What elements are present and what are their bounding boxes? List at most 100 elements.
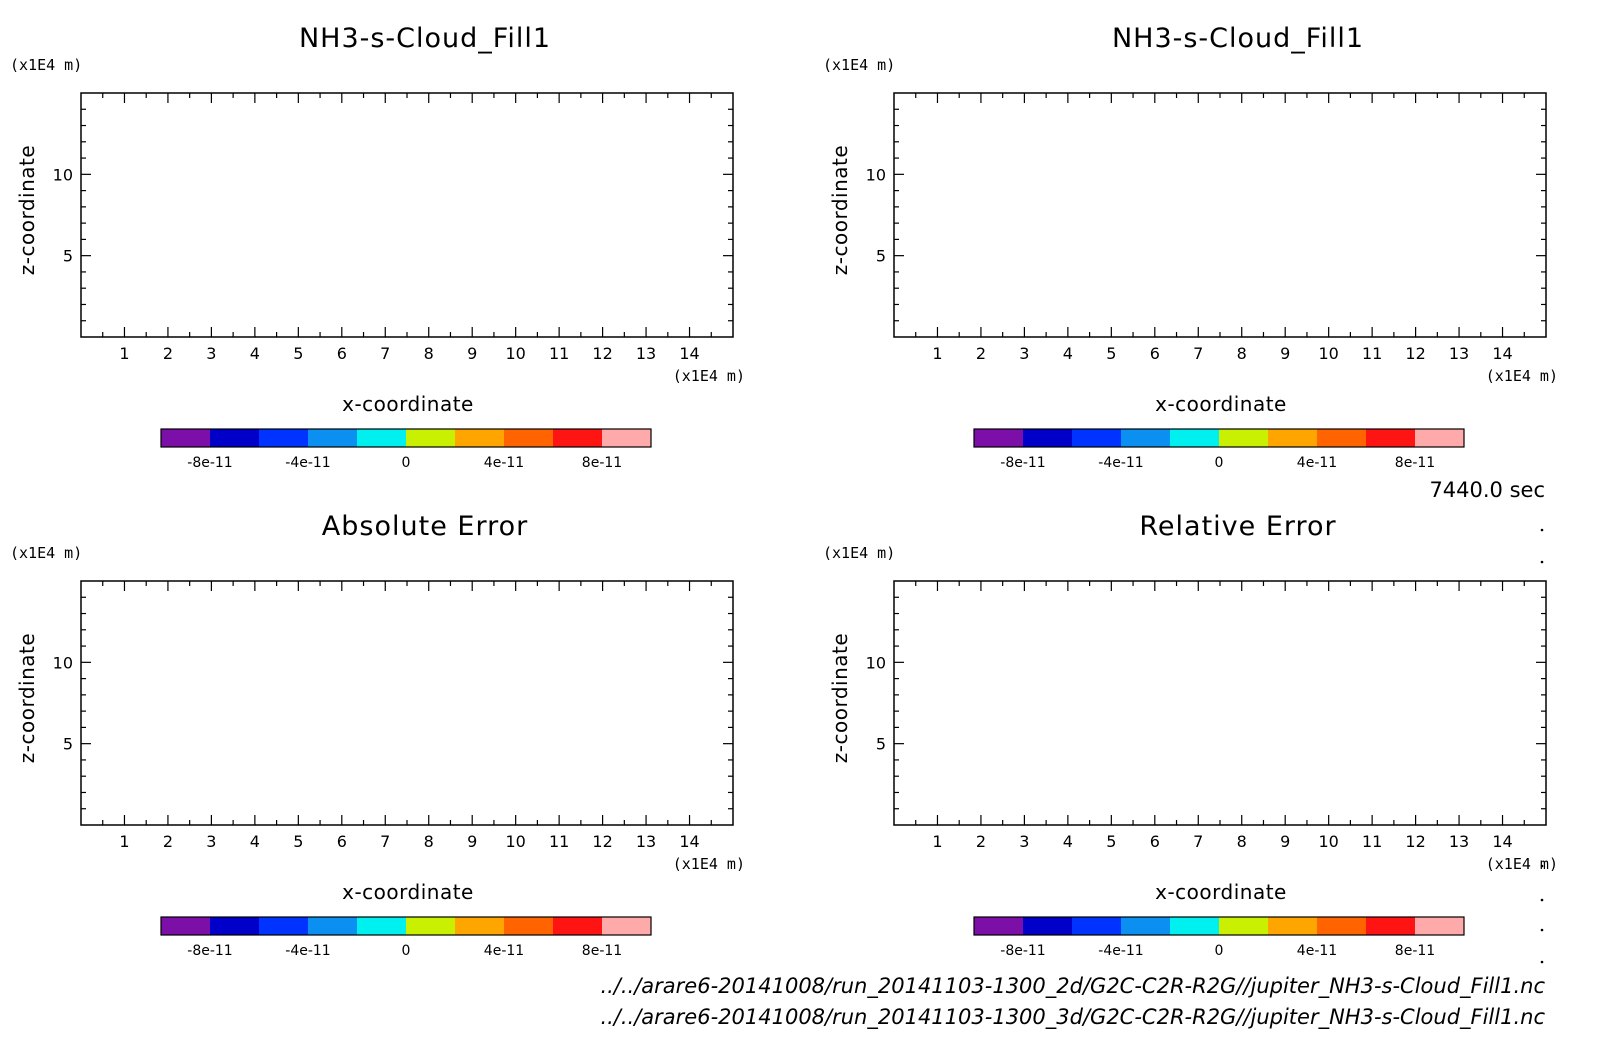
x-tick-label: 2 — [976, 344, 986, 363]
x-unit-label: (x1E4 m) — [673, 855, 745, 873]
colorbar-label: 0 — [402, 455, 411, 471]
x-tick-label: 5 — [1106, 832, 1116, 851]
x-tick-label: 3 — [1019, 344, 1029, 363]
x-tick-label: 2 — [163, 344, 173, 363]
colorbar-swatch — [1072, 917, 1121, 935]
x-tick-label: 7 — [380, 344, 390, 363]
y-axis-label: z-coordinate — [828, 145, 852, 275]
y-tick-label: 5 — [876, 735, 886, 754]
colorbar-swatch — [357, 917, 406, 935]
y-tick-label: 10 — [53, 653, 73, 672]
panel-bottom-left: Absolute Error(x1E4 m)1 2 3 4 5 6 7 8 9 10 11 12 13 1… — [10, 511, 745, 959]
x-tick-label: 5 — [1106, 344, 1116, 363]
y-unit-label: (x1E4 m) — [823, 56, 895, 74]
colorbar-swatch — [259, 429, 308, 447]
y-tick-label: 5 — [63, 247, 73, 266]
x-tick-label: 8 — [1237, 344, 1247, 363]
colorbar-swatch — [1268, 429, 1317, 447]
colorbar-label: -8e-11 — [1000, 943, 1045, 959]
panel-title: Absolute Error — [322, 511, 528, 542]
x-tick-label: 14 — [1492, 832, 1512, 851]
x-tick-label: 3 — [1019, 832, 1029, 851]
colorbar-swatch — [357, 429, 406, 447]
colorbar-swatch — [455, 917, 504, 935]
x-tick-label: 5 — [293, 832, 303, 851]
x-tick-label: 10 — [1318, 832, 1338, 851]
colorbar-label: -8e-11 — [187, 455, 232, 471]
colorbar-swatch — [1317, 917, 1366, 935]
colorbar-frame — [973, 428, 1465, 448]
colorbar-label: -4e-11 — [285, 943, 330, 959]
colorbar-swatch — [1415, 429, 1464, 447]
x-tick-label: 11 — [549, 344, 569, 363]
x-tick-label: 13 — [636, 832, 656, 851]
colorbar-swatch — [210, 917, 259, 935]
panel-top-right: NH3-s-Cloud_Fill1(x1E4 m)1 2 3 4 5 6 7 8 9 10 11 12… — [823, 23, 1558, 471]
panel-title: NH3-s-Cloud_Fill1 — [299, 23, 551, 54]
colorbar-swatch — [1023, 429, 1072, 447]
colorbar-frame — [973, 916, 1465, 936]
colorbar-label: 0 — [1215, 455, 1224, 471]
colorbar-swatch — [1170, 429, 1219, 447]
x-tick-label: 8 — [424, 832, 434, 851]
x-tick-label: 8 — [1237, 832, 1247, 851]
x-tick-label: 6 — [337, 832, 347, 851]
colorbar-swatch — [406, 917, 455, 935]
y-axis-label: z-coordinate — [15, 145, 39, 275]
x-tick-label: 9 — [1280, 832, 1290, 851]
colorbar-swatch — [259, 917, 308, 935]
x-tick-label: 6 — [337, 344, 347, 363]
colorbar-swatch — [1121, 917, 1170, 935]
x-tick-label: 4 — [250, 832, 260, 851]
colorbar-frame — [160, 916, 652, 936]
x-tick-label: 8 — [424, 344, 434, 363]
time-label: 7440.0 sec — [1429, 478, 1545, 502]
colorbar-swatch — [602, 917, 651, 935]
colorbar-swatch — [406, 429, 455, 447]
panel-title: NH3-s-Cloud_Fill1 — [1112, 23, 1364, 54]
y-tick-label: 10 — [866, 653, 886, 672]
y-axis-label: z-coordinate — [828, 633, 852, 763]
plot-frame — [893, 580, 1547, 826]
x-axis-label: x-coordinate — [1155, 880, 1287, 904]
x-tick-label: 7 — [1193, 832, 1203, 851]
x-tick-label: 1 — [119, 344, 129, 363]
x-unit-label: (x1E4 m) — [673, 367, 745, 385]
colorbar-label: -8e-11 — [1000, 455, 1045, 471]
colorbar-swatch — [1415, 917, 1464, 935]
colorbar-swatch — [1366, 917, 1415, 935]
plot-frame — [893, 92, 1547, 338]
x-tick-label: 12 — [1405, 344, 1425, 363]
x-tick-label: 14 — [1492, 344, 1512, 363]
colorbar-swatch — [1268, 917, 1317, 935]
x-tick-label: 11 — [1362, 832, 1382, 851]
colorbar-swatch — [1219, 917, 1268, 935]
colorbar-label: 4e-11 — [484, 943, 524, 959]
x-tick-label: 7 — [380, 832, 390, 851]
colorbar-swatch — [1072, 429, 1121, 447]
x-axis-label: x-coordinate — [342, 392, 474, 416]
colorbar-swatch — [161, 429, 210, 447]
colorbar-swatch — [308, 917, 357, 935]
x-tick-label: 13 — [1449, 832, 1469, 851]
x-tick-label: 10 — [1318, 344, 1338, 363]
colorbar-swatch — [974, 917, 1023, 935]
x-tick-label: 2 — [976, 832, 986, 851]
plot-frame — [80, 580, 734, 826]
colorbar-swatch — [602, 429, 651, 447]
x-tick-label: 13 — [636, 344, 656, 363]
y-unit-label: (x1E4 m) — [823, 544, 895, 562]
colorbar-frame — [160, 428, 652, 448]
file-path-2d: ../../arare6-20141008/run_20141103-1300_… — [600, 974, 1545, 999]
x-tick-label: 13 — [1449, 344, 1469, 363]
x-unit-label: (x1E4 m) — [1486, 367, 1558, 385]
x-tick-label: 7 — [1193, 344, 1203, 363]
y-tick-label: 5 — [63, 735, 73, 754]
x-tick-label: 10 — [505, 344, 525, 363]
plot-frame — [80, 92, 734, 338]
colorbar-label: -4e-11 — [1098, 455, 1143, 471]
colorbar-swatch — [1121, 429, 1170, 447]
colorbar-swatch — [161, 917, 210, 935]
file-path-3d: ../../arare6-20141008/run_20141103-1300_… — [600, 1005, 1545, 1030]
